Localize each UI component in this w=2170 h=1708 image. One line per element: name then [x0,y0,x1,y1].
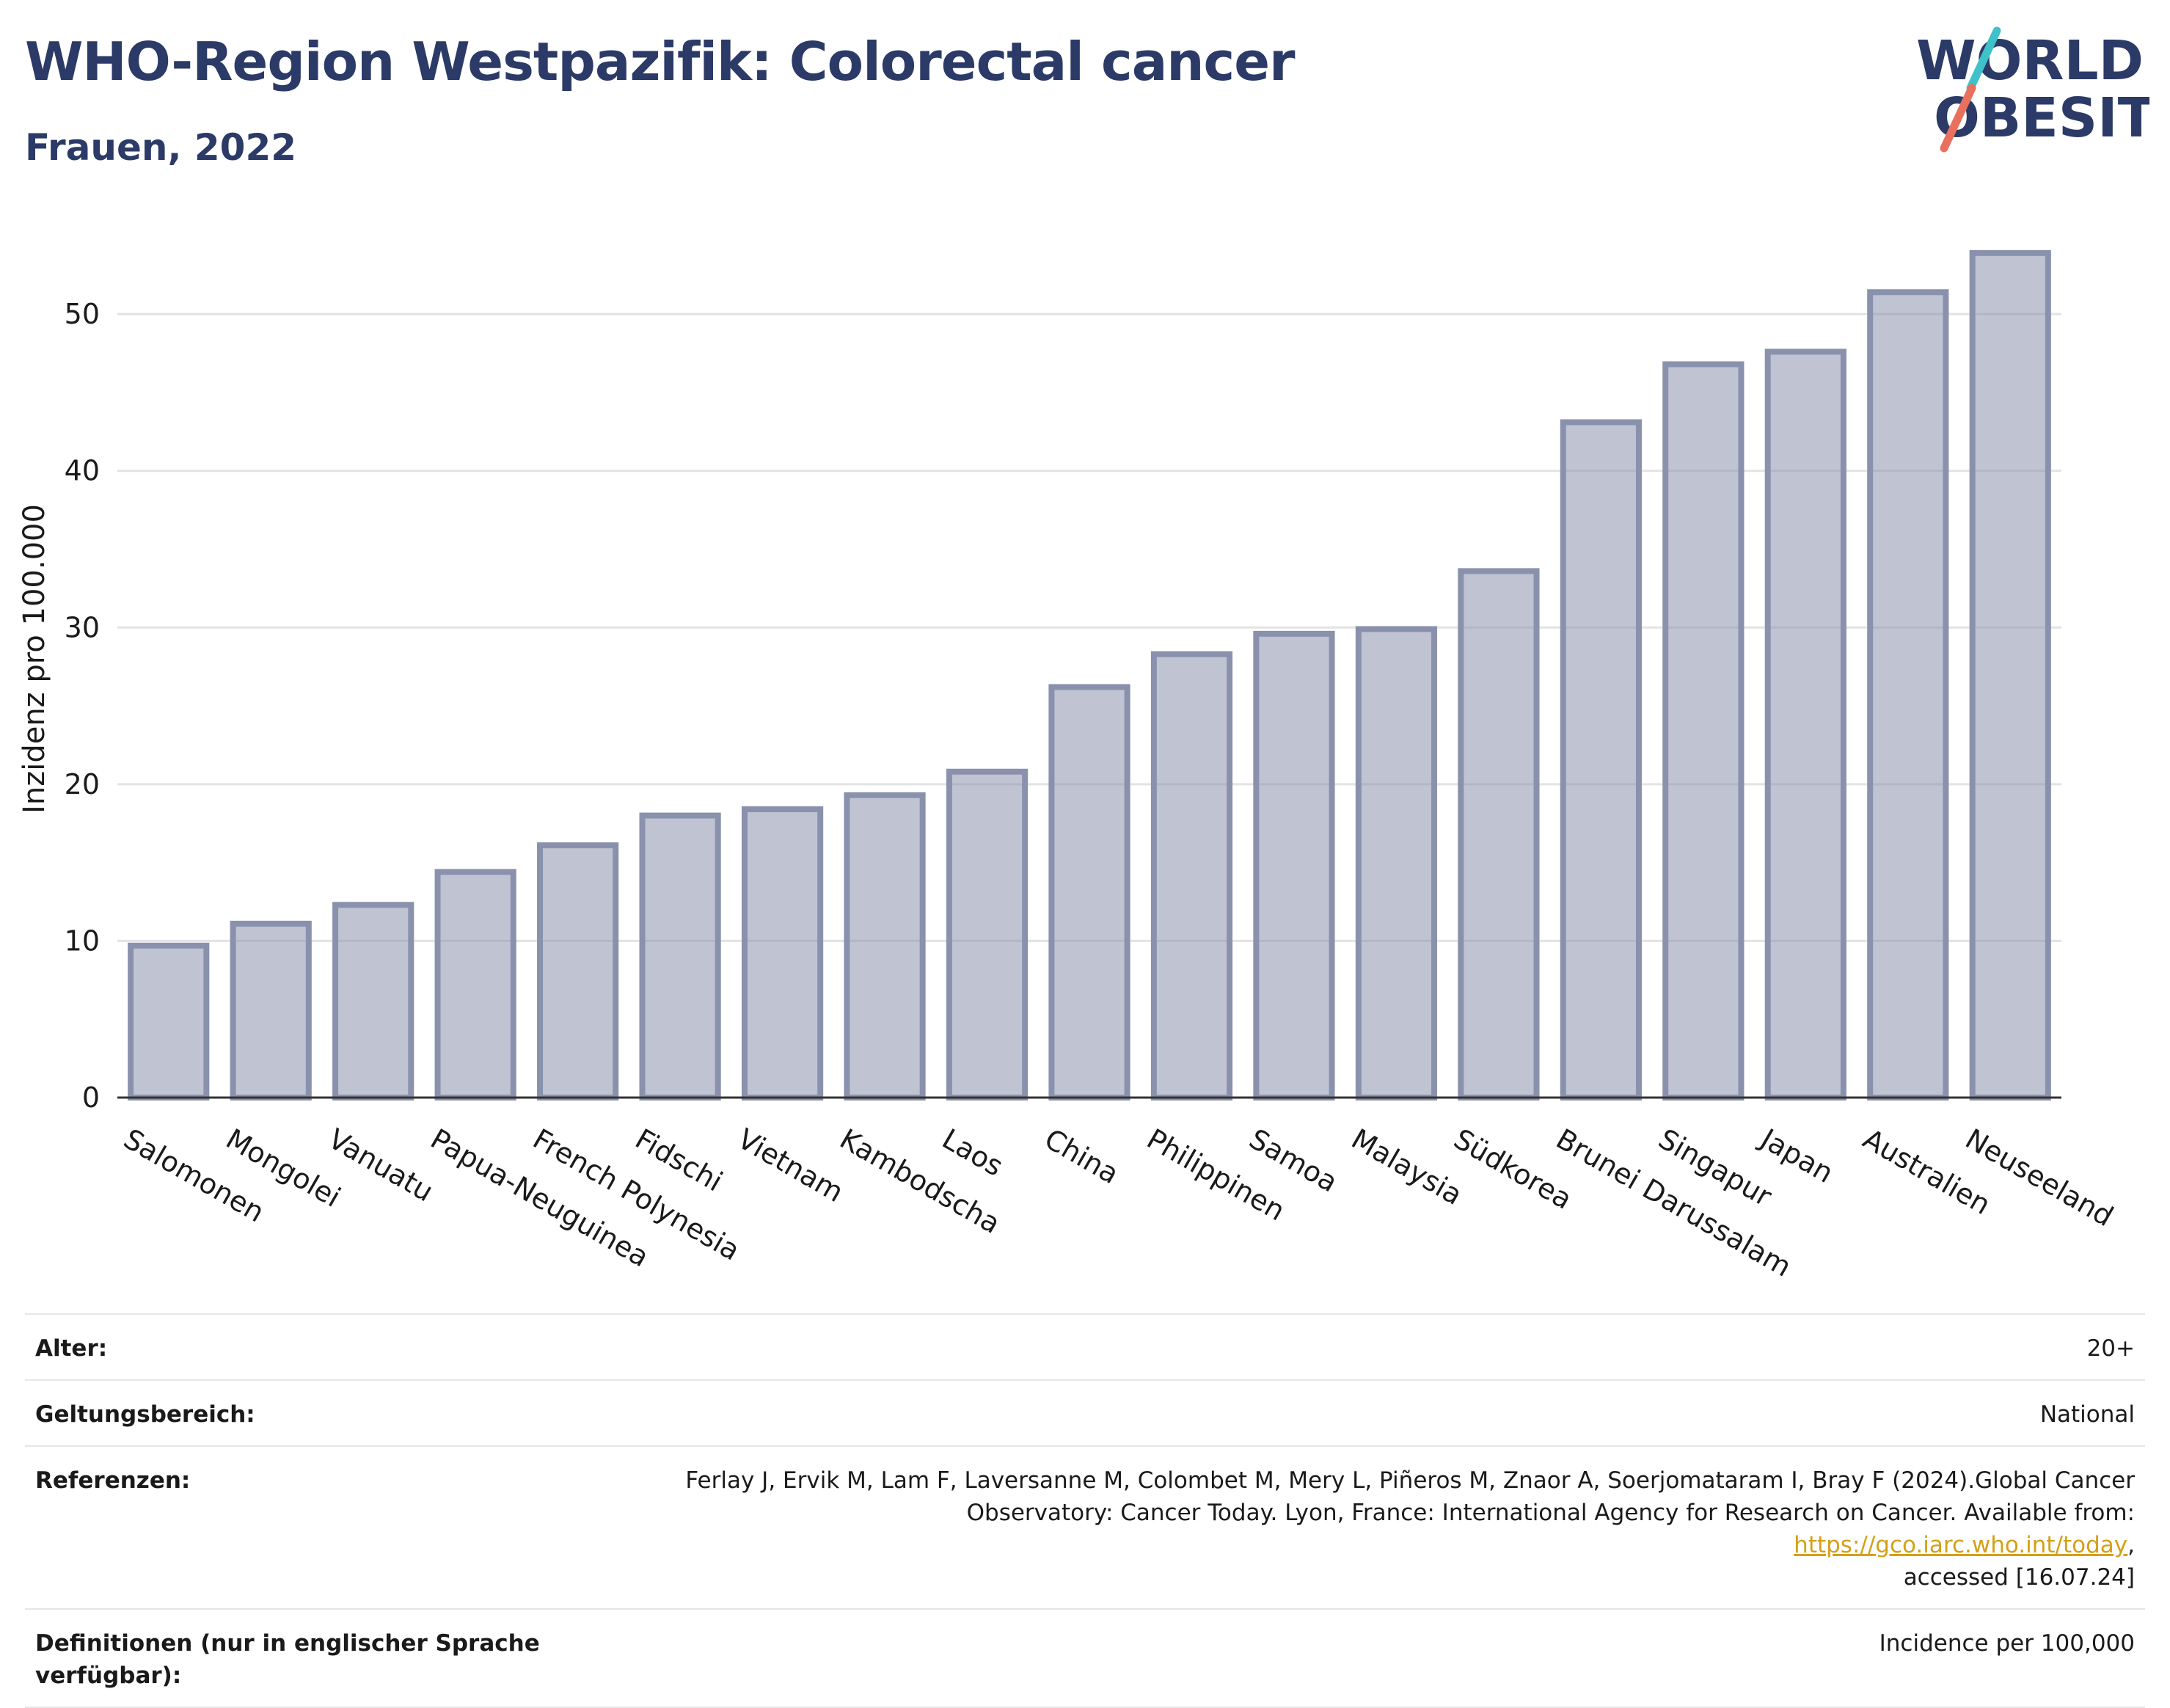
bar [1560,419,1642,1101]
info-row-scope: Geltungsbereich: National [25,1379,2145,1445]
bars [128,249,2051,1101]
x-tick-label: Neuseeland [1960,1123,2119,1233]
bar [844,792,926,1101]
y-tick-label: 10 [65,924,100,957]
info-value-references: Ferlay J, Ervik M, Lam F, Laversanne M, … [631,1464,2135,1594]
bar [1253,630,1335,1101]
logo-slash-teal [1966,26,2001,92]
reference-line-1: Ferlay J, Ervik M, Lam F, Laversanne M, … [685,1467,2135,1494]
chart-title: WHO-Region Westpazifik: Colorectal cance… [25,31,1296,92]
bar [1764,348,1846,1101]
bar-chart: 0 10 20 30 40 50 SalomonenMongoleiVanuatuPapu… [18,249,2119,1283]
info-row-age: Alter: 20+ [25,1313,2145,1379]
x-tick-label: China [1040,1123,1125,1190]
bar [230,920,312,1101]
info-label-age: Alter: [35,1335,108,1362]
reference-line-2: Observatory: Cancer Today. Lyon, France:… [631,1497,2135,1561]
info-value-definitions: Incidence per 100,000 [1879,1630,2135,1657]
x-tick-label: Laos [937,1123,1009,1183]
x-tick-label: Malaysia [1346,1123,1468,1211]
y-tick-label: 0 [82,1081,100,1114]
logo-text-world: WORLD [1916,29,2144,92]
x-tick-labels: SalomonenMongoleiVanuatuPapua-NeuguineaF… [118,1122,2119,1283]
info-table: Alter: 20+ Geltungsbereich: National Ref… [25,1313,2145,1708]
info-label-references: Referenzen: [35,1467,191,1494]
y-tick-label: 20 [65,768,100,800]
world-obesity-logo: WORLD OBESITY [1916,26,2149,153]
y-tick-label: 30 [65,611,100,643]
bar [537,842,619,1101]
y-axis-title: Inzidenz pro 100.000 [18,504,51,814]
info-label-definitions: Definitionen (nur in englischer Sprache … [35,1630,540,1689]
bar [434,869,516,1101]
bar [332,902,414,1101]
info-value-age: 20+ [2086,1335,2135,1362]
bar [1048,684,1130,1101]
reference-line-2-prefix: Observatory: Cancer Today. Lyon, France:… [966,1500,2135,1526]
bar [128,942,210,1101]
bar [741,806,824,1101]
info-label-scope: Geltungsbereich: [35,1401,255,1428]
y-tick-label: 50 [65,298,100,330]
info-row-references: Referenzen: Ferlay J, Ervik M, Lam F, La… [25,1445,2145,1608]
bar [1458,568,1540,1101]
bar [1662,361,1745,1101]
bar [639,812,721,1101]
info-row-definitions: Definitionen (nur in englischer Sprache … [25,1608,2145,1708]
reference-line-3: accessed [16.07.24] [1903,1564,2135,1591]
y-tick-label: 40 [65,455,100,487]
bar [1969,249,2051,1101]
bar [1355,626,1438,1101]
reference-link[interactable]: https://gco.iarc.who.int/today [1794,1532,2128,1558]
info-value-scope: National [2039,1401,2135,1428]
bar [1150,651,1233,1101]
x-tick-label: Vietnam [732,1123,849,1208]
reference-line-2-suffix: , [2127,1532,2135,1558]
chart-subtitle: Frauen, 2022 [25,126,297,169]
bar [1867,289,1949,1101]
bar [946,768,1029,1101]
y-tick-labels: 0 10 20 30 40 50 [65,298,100,1114]
logo-slash-coral [1940,84,1976,153]
